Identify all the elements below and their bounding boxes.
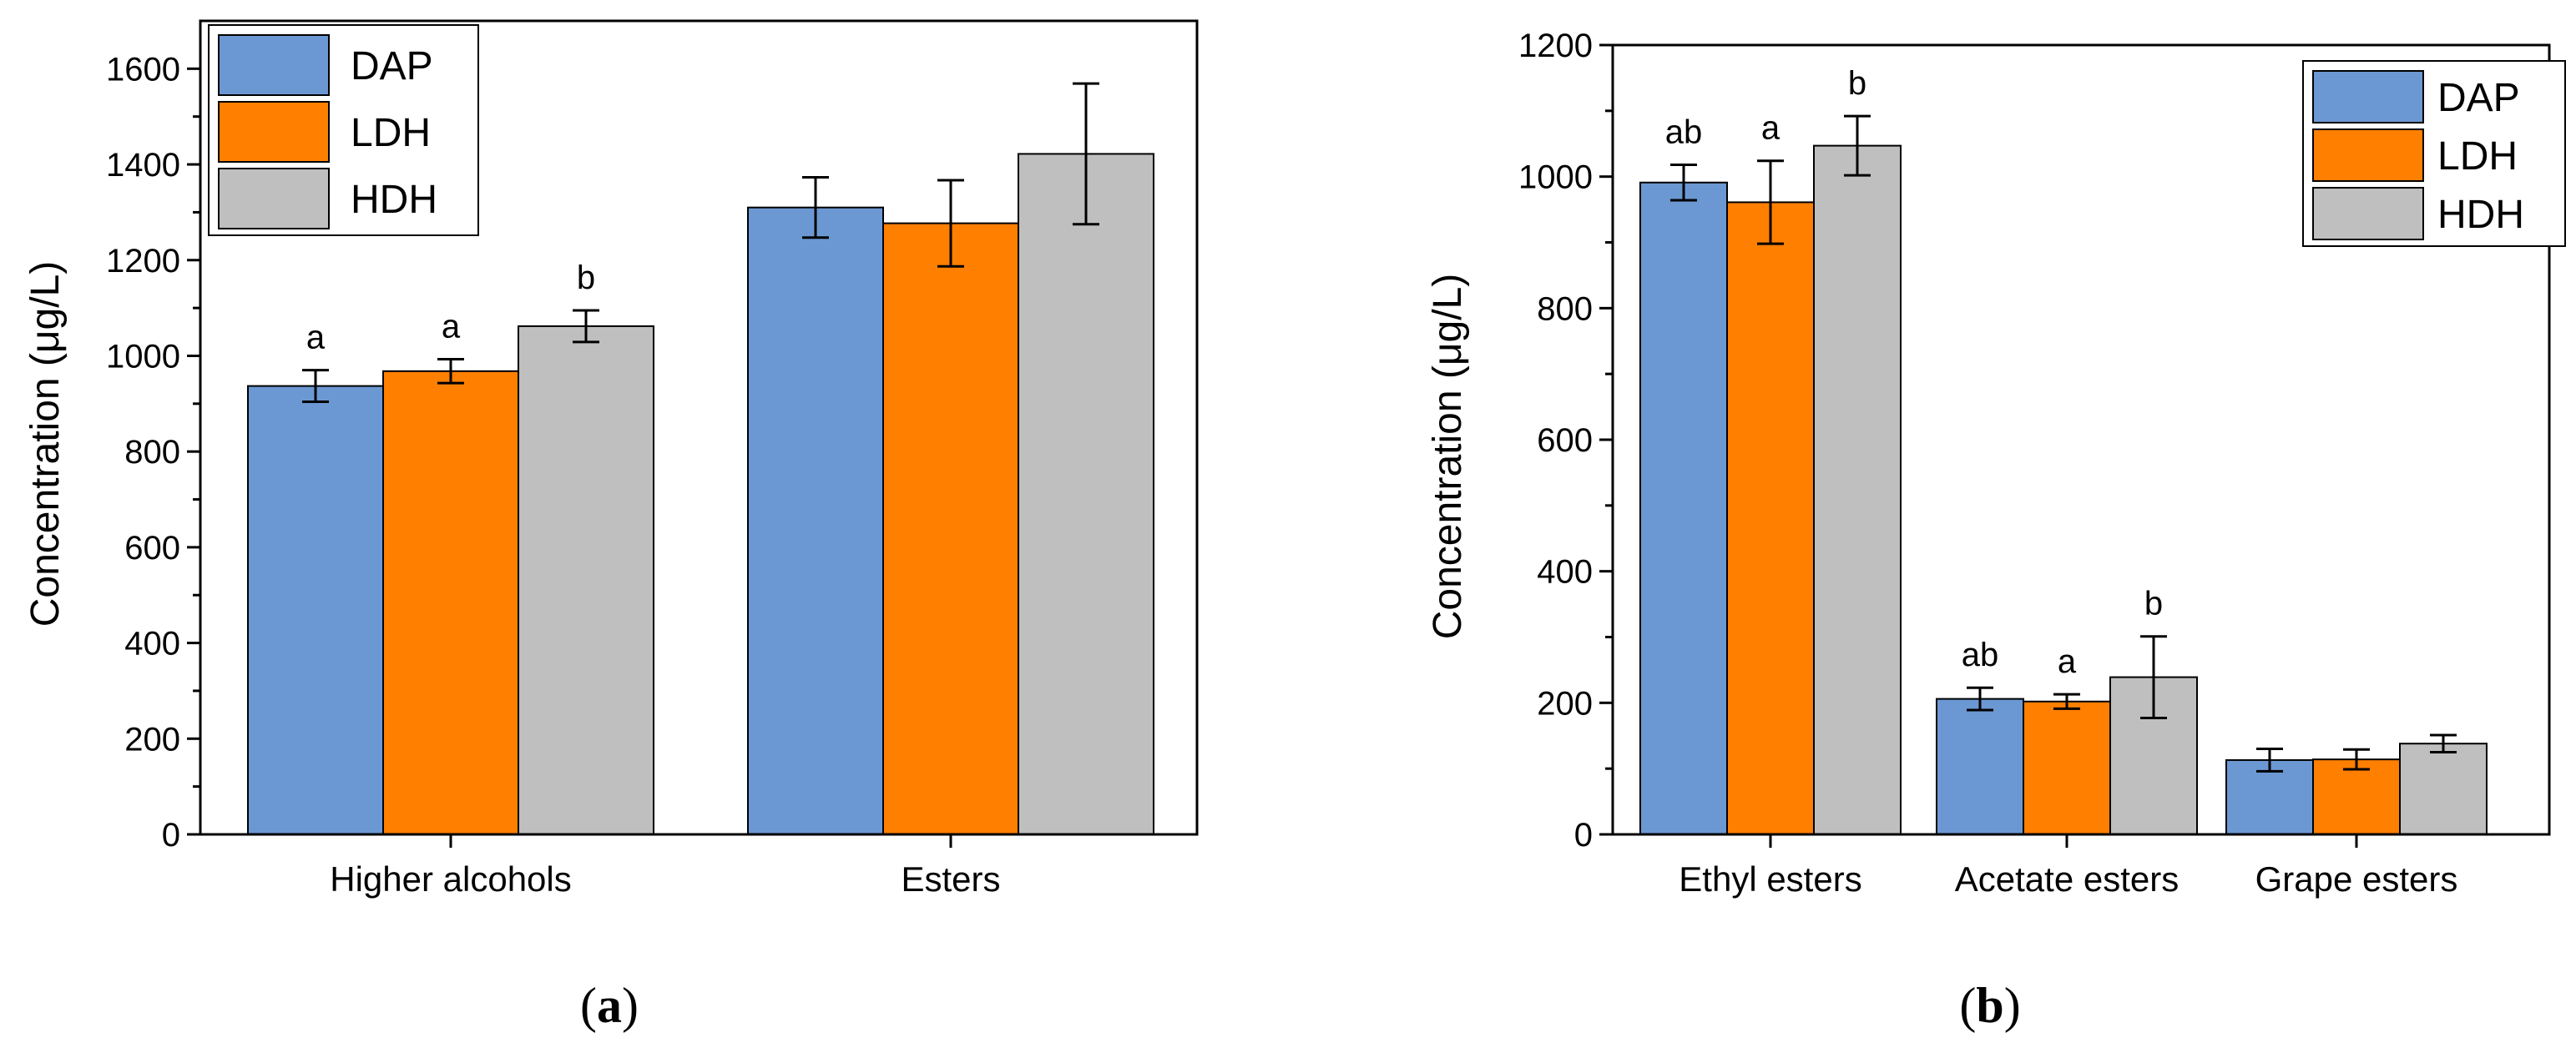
significance-label: a bbox=[442, 308, 461, 345]
bar-hdh bbox=[2399, 743, 2488, 836]
legend-label: HDH bbox=[351, 178, 437, 222]
panel-letter: b bbox=[1976, 978, 2003, 1033]
bar-dap bbox=[1639, 181, 1728, 836]
bar-ldh bbox=[1726, 201, 1815, 835]
y-tick-label: 1000 bbox=[1518, 159, 1593, 196]
legend-label: LDH bbox=[2437, 134, 2518, 179]
y-tick-label: 1400 bbox=[106, 147, 180, 184]
x-category-label: Grape esters bbox=[2255, 859, 2458, 899]
significance-label: a bbox=[306, 320, 326, 356]
bar-hdh bbox=[518, 325, 654, 836]
x-category-label: Esters bbox=[901, 859, 1000, 899]
significance-label: b bbox=[1848, 65, 1866, 102]
legend-swatch-dap bbox=[2312, 70, 2424, 123]
bar-ldh bbox=[882, 222, 1019, 835]
y-tick-label: 800 bbox=[124, 434, 180, 471]
y-tick-label: 1200 bbox=[106, 243, 180, 280]
significance-label: a bbox=[2058, 643, 2077, 680]
bar-ldh bbox=[382, 370, 519, 835]
panel-label: (b) bbox=[1959, 978, 2020, 1033]
significance-label: a bbox=[1761, 110, 1780, 147]
legend-label: HDH bbox=[2437, 193, 2524, 237]
x-category-label: Acetate esters bbox=[1955, 859, 2179, 899]
bar-hdh bbox=[1813, 144, 1902, 836]
y-tick-label: 600 bbox=[124, 530, 180, 567]
legend-swatch-hdh bbox=[2312, 187, 2424, 240]
x-category-label: Higher alcohols bbox=[330, 859, 572, 899]
x-category-label: Ethyl esters bbox=[1679, 859, 1861, 899]
legend-swatch-dap bbox=[218, 34, 330, 96]
bar-dap bbox=[747, 206, 884, 836]
y-tick-label: 600 bbox=[1537, 422, 1593, 459]
bar-ldh bbox=[2023, 700, 2111, 835]
chart-panel-a: a a b 0 200 400 600 800 1000 1200 1400 1600 Higher a… bbox=[23, 19, 1199, 1033]
legend-swatch-hdh bbox=[218, 168, 330, 229]
bar-dap bbox=[247, 385, 384, 835]
y-tick-label: 800 bbox=[1537, 290, 1593, 327]
y-tick-label: 200 bbox=[124, 721, 180, 758]
bar-dap bbox=[1936, 698, 2024, 835]
y-tick-label: 0 bbox=[1574, 817, 1593, 854]
legend-swatch-ldh bbox=[218, 101, 330, 163]
legend-label: DAP bbox=[351, 44, 433, 88]
plot-frame bbox=[199, 19, 1199, 836]
y-tick-label: 1200 bbox=[1518, 28, 1593, 64]
y-tick-label: 400 bbox=[1537, 554, 1593, 591]
significance-label: ab bbox=[1962, 637, 1999, 673]
bar-hdh bbox=[1018, 153, 1154, 836]
y-axis-title: Concentration (μg/L) bbox=[1426, 274, 1470, 640]
legend-swatch-ldh bbox=[2312, 128, 2424, 182]
legend-label: DAP bbox=[2437, 76, 2520, 120]
legend-label: LDH bbox=[351, 111, 431, 155]
panel-label: (a) bbox=[580, 978, 639, 1033]
y-tick-label: 1600 bbox=[106, 51, 180, 88]
significance-label: b bbox=[577, 259, 595, 296]
significance-label: b bbox=[2144, 586, 2163, 622]
y-tick-label: 200 bbox=[1537, 685, 1593, 722]
panel-letter: a bbox=[597, 978, 622, 1033]
significance-label: ab bbox=[1665, 113, 1703, 150]
y-tick-label: 0 bbox=[162, 817, 180, 854]
y-axis-title: Concentration (μg/L) bbox=[23, 261, 68, 627]
y-tick-label: 400 bbox=[124, 626, 180, 663]
y-tick-label: 1000 bbox=[106, 338, 180, 375]
bar-ldh bbox=[2312, 758, 2401, 836]
